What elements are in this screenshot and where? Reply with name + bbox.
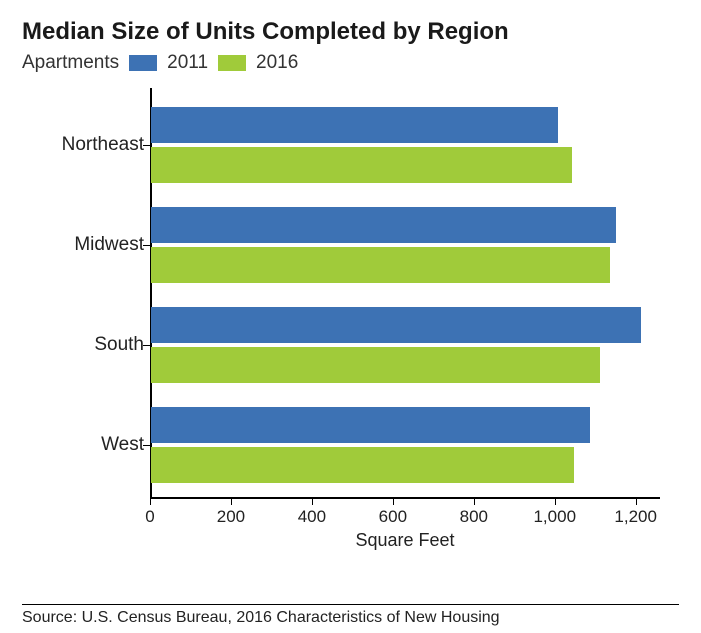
category-label: West [22,434,144,456]
x-tick-label: 0 [145,507,154,527]
bar [151,107,558,143]
legend-label-1: 2016 [256,52,298,74]
x-tick-label: 800 [460,507,488,527]
chart-title: Median Size of Units Completed by Region [22,18,679,46]
x-tick-label: 1,200 [614,507,657,527]
x-tick-label: 1,000 [533,507,576,527]
bar [151,407,590,443]
x-tick-label: 200 [217,507,245,527]
source-text: Source: U.S. Census Bureau, 2016 Charact… [22,604,679,627]
x-tick-label: 400 [298,507,326,527]
legend-subtitle: Apartments [22,52,119,74]
bar [151,307,641,343]
legend-label-0: 2011 [167,52,208,74]
legend-swatch-0 [129,55,157,71]
legend-swatch-1 [218,55,246,71]
x-tick-label: 600 [379,507,407,527]
bar [151,247,610,283]
bar [151,147,572,183]
bar-chart: 02004006008001,0001,200Square FeetNorthe… [22,88,680,558]
legend: Apartments 2011 2016 [22,52,679,74]
bar [151,447,574,483]
bar [151,347,600,383]
bar [151,207,616,243]
x-axis-title: Square Feet [355,530,454,551]
